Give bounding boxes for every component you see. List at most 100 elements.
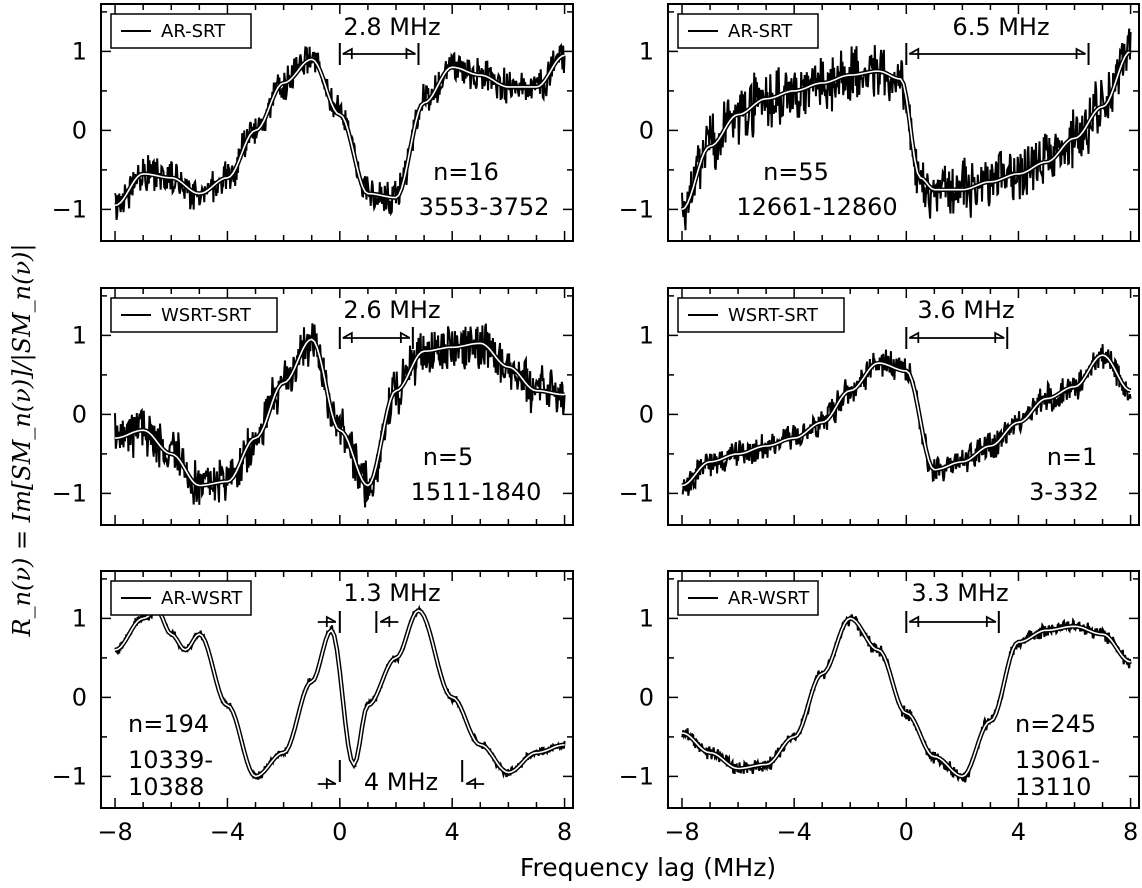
n-label: n=55 (763, 158, 829, 186)
panel-middle-right: −1 0 1 WSRT-SRT n=1 3-332 3.6 MHz (619, 287, 1140, 526)
y-tick-label: 1 (72, 321, 87, 349)
lag-marker-arrow-head-left (342, 331, 353, 343)
lag-marker-arrow-head-right (1075, 47, 1086, 59)
legend: AR-SRT (110, 13, 252, 49)
legend-label: WSRT-SRT (728, 305, 819, 326)
lag-marker: 6.5 MHz (905, 13, 1090, 65)
x-tick-label: −4 (776, 818, 811, 846)
y-tick-label: 1 (72, 37, 87, 65)
lag-marker-label: 3.3 MHz (911, 579, 1008, 607)
lag-marker-arrow-head-right (399, 331, 411, 343)
legend-label: AR-SRT (161, 21, 226, 42)
y-tick-label: −1 (619, 479, 654, 507)
legend-label: AR-SRT (728, 21, 793, 42)
legend: WSRT-SRT (677, 297, 845, 333)
series-bottom-right (681, 614, 1132, 783)
x-tick-label: −4 (210, 818, 245, 846)
axes-frame (667, 570, 1140, 809)
data-line (114, 43, 566, 220)
lag-marker: 3.6 MHz (905, 296, 1015, 349)
lag-marker-2-label: 4 MHz (364, 768, 438, 796)
lag-marker-2-arrow-head-right (465, 777, 477, 789)
x-tick-label: 0 (899, 818, 914, 846)
series-middle-right (681, 344, 1132, 496)
lag-marker-arrow-head-right (405, 47, 416, 59)
y-tick-label: 0 (639, 400, 654, 428)
range-label-line-1: 10339- (128, 746, 213, 774)
lag-marker-arrow-head-right (994, 331, 1005, 343)
axes-frame (100, 287, 574, 526)
lag-marker-label: 3.6 MHz (917, 296, 1014, 324)
lag-marker-arrow-head-left (908, 331, 920, 343)
lag-marker-label: 1.3 MHz (343, 579, 440, 607)
lag-marker-arrow-head-left (908, 47, 920, 59)
y-tick-label: 1 (72, 604, 87, 632)
y-tick-label: −1 (52, 479, 87, 507)
lag-arrow-head-left (325, 615, 337, 627)
y-tick-label: 0 (72, 683, 87, 711)
range-label-line-1: 13061- (1015, 746, 1100, 774)
y-tick-label: −1 (619, 762, 654, 790)
series-top-left (114, 43, 566, 220)
y-tick-label: 0 (72, 400, 87, 428)
y-tick-label: 0 (639, 683, 654, 711)
data-line (681, 344, 1132, 496)
legend: AR-SRT (677, 13, 819, 49)
lag-marker: 1.3 MHz (317, 579, 441, 633)
lag-marker-label: 2.8 MHz (343, 13, 440, 41)
y-tick-label: 1 (639, 604, 654, 632)
axes-frame (667, 287, 1140, 526)
smooth-line (681, 617, 1131, 778)
smooth-line (114, 609, 565, 778)
legend: AR-WSRT (677, 580, 819, 616)
n-label: n=16 (433, 158, 499, 186)
range-label-line-2: 10388 (128, 773, 204, 801)
legend-label: WSRT-SRT (161, 305, 252, 326)
legend-label: AR-WSRT (161, 588, 243, 609)
range-label: 1511-1840 (411, 478, 542, 506)
series-top-right (680, 28, 1132, 231)
lag-marker-label: 6.5 MHz (952, 13, 1049, 41)
axes-frame (100, 570, 574, 809)
y-tick-label: −1 (619, 195, 654, 223)
y-tick-label: −1 (52, 762, 87, 790)
y-tick-label: 1 (639, 321, 654, 349)
x-tick-label: 8 (557, 818, 572, 846)
panel-top-right: −1 0 1 AR-SRT n=55 12661-12860 6.5 MHz (619, 3, 1140, 242)
smooth-line-outline (680, 49, 1132, 212)
smooth-line (114, 54, 565, 207)
range-label: 3553-3752 (419, 193, 550, 221)
legend: WSRT-SRT (110, 297, 278, 333)
legend: AR-WSRT (110, 580, 252, 616)
axes-frame (667, 3, 1140, 242)
n-label: n=194 (128, 710, 209, 738)
y-axis-title: R_n(ν) = Im[SM_n(ν)]/|SM_n(ν)| (8, 243, 37, 637)
y-tick-label: −1 (52, 195, 87, 223)
lag-marker-arrow-head-right (985, 615, 997, 627)
series-bottom-left (114, 604, 566, 780)
panel-middle-left: −1 0 1 WSRT-SRT n=5 1511-1840 2.6 MHz (52, 287, 574, 526)
x-axis-title: Frequency lag (MHz) (520, 853, 776, 882)
x-tick-label: 0 (332, 818, 347, 846)
panel-bottom-left: −1 0 1 −8 −4 0 4 8 AR-WSRT n=194 10339-10388 1.3 MH… (52, 570, 574, 846)
range-label: 3-332 (1029, 478, 1099, 506)
n-label: n=1 (1047, 443, 1098, 471)
x-tick-label: 4 (445, 818, 460, 846)
lag-marker: 2.6 MHz (338, 296, 441, 349)
panel-bottom-right: −1 0 1 −8 −4 0 4 8 AR-WSRT n=245 13061-13110 3.3 MH… (619, 570, 1140, 846)
n-label: n=5 (423, 443, 474, 471)
lag-marker-label: 2.6 MHz (343, 296, 440, 324)
y-tick-label: 0 (72, 116, 87, 144)
smooth-line (681, 354, 1131, 487)
lag-marker-arrow-head-left (908, 615, 920, 627)
axes-frame (100, 3, 574, 242)
x-tick-label: 8 (1123, 818, 1138, 846)
n-label: n=245 (1015, 710, 1096, 738)
y-tick-label: 1 (639, 37, 654, 65)
x-tick-label: −8 (97, 818, 132, 846)
lag-marker: 2.8 MHz (338, 13, 441, 65)
lag-marker-arrow-head-left (342, 47, 353, 59)
legend-label: AR-WSRT (728, 588, 810, 609)
series-middle-left (114, 323, 566, 508)
